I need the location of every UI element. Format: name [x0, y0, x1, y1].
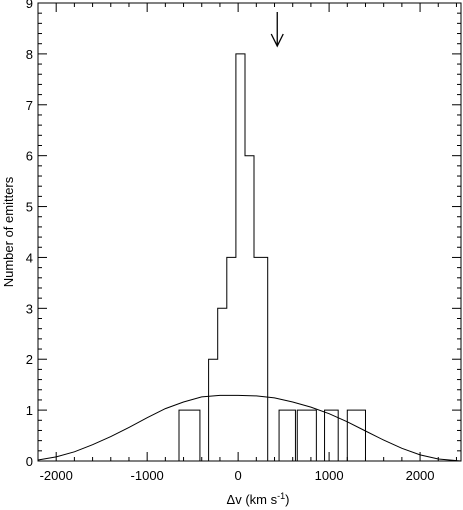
y-tick-label: 9 — [26, 0, 33, 11]
y-tick-label: 3 — [26, 301, 33, 316]
x-tick-label: -2000 — [40, 468, 73, 483]
plot-frame — [37, 2, 462, 462]
y-axis-label: Number of emitters — [1, 176, 16, 287]
y-axis: 0 1 2 3 4 5 6 7 8 9 — [26, 0, 461, 469]
y-tick-label: 4 — [26, 250, 33, 265]
histogram-secondary-bar — [324, 409, 339, 462]
x-axis-label-superscript: -1 — [277, 491, 285, 501]
y-tick-label: 5 — [26, 200, 33, 215]
histogram-main-bar — [254, 257, 268, 461]
x-axis: -2000 -1000 0 1000 2000 — [37, 3, 457, 483]
histogram-main-bar — [209, 359, 218, 461]
arrow-head — [270, 33, 284, 48]
histogram-main-bar — [227, 257, 236, 461]
histogram-main — [208, 53, 269, 461]
x-tick-label: 0 — [235, 468, 242, 483]
gaussian-curve — [37, 394, 462, 462]
x-tick-label: 2000 — [406, 468, 435, 483]
y-tick-label: 7 — [26, 98, 33, 113]
x-axis-label-close: ) — [285, 492, 289, 507]
histogram-secondary-bar — [278, 409, 296, 462]
histogram-main-bar — [218, 308, 227, 461]
histogram-secondary — [178, 409, 366, 462]
y-tick-label: 0 — [26, 454, 33, 469]
histogram-main-bar — [236, 54, 245, 461]
plot-frame-rect — [37, 2, 462, 462]
x-tick-label: 1000 — [315, 468, 344, 483]
gaussian-curve-group — [37, 394, 462, 462]
histogram-secondary-bar — [346, 409, 366, 462]
histogram-secondary-bar — [178, 409, 201, 462]
x-axis-label-main: Δv (km s — [227, 492, 278, 507]
y-tick-label: 1 — [26, 403, 33, 418]
y-tick-label: 2 — [26, 352, 33, 367]
x-axis-label: Δv (km s-1) — [227, 491, 290, 507]
y-tick-label: 6 — [26, 149, 33, 164]
x-tick-label: -1000 — [131, 468, 164, 483]
histogram-main-bar — [245, 156, 254, 461]
histogram-main-outline — [208, 53, 269, 461]
y-tick-label: 8 — [26, 47, 33, 62]
marker-arrow — [270, 12, 284, 48]
histogram-secondary-bar — [296, 409, 317, 462]
